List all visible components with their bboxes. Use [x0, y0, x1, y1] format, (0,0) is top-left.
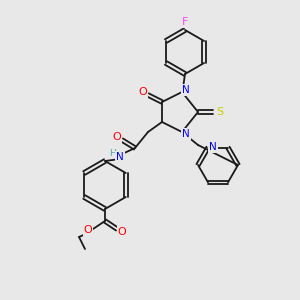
Text: O: O: [112, 132, 122, 142]
Text: H: H: [109, 148, 116, 158]
Text: O: O: [84, 225, 92, 235]
Text: N: N: [182, 85, 190, 95]
Text: O: O: [118, 227, 126, 237]
Text: N: N: [182, 129, 190, 139]
Text: O: O: [139, 87, 147, 97]
Text: N: N: [116, 152, 124, 162]
Text: S: S: [216, 107, 224, 117]
Text: N: N: [209, 142, 217, 152]
Text: F: F: [182, 17, 188, 27]
